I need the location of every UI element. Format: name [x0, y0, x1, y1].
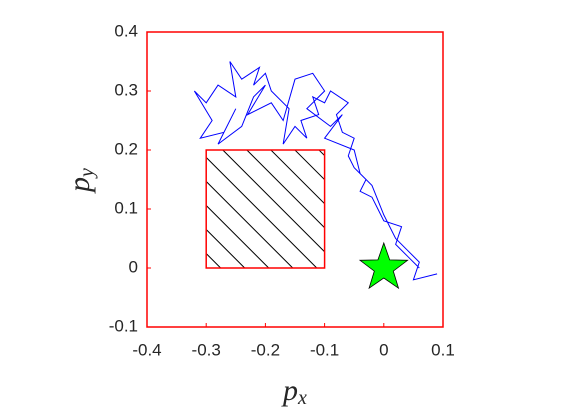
goal-star: [358, 241, 409, 290]
y-tick-label: -0.1: [109, 316, 138, 335]
x-tick-label: 0.1: [431, 340, 455, 359]
y-axis-label: py: [63, 168, 98, 194]
trajectory: [193, 61, 438, 281]
y-tick-label: 0.1: [114, 198, 138, 217]
y-tick-label: 0.4: [114, 21, 138, 40]
x-tick-label: -0.1: [310, 340, 339, 359]
x-tick-label: 0: [379, 340, 388, 359]
x-axis-label: px: [281, 374, 307, 409]
x-tick-label: -0.2: [251, 340, 280, 359]
axes-frame: [146, 31, 444, 328]
y-tick-label: 0.3: [114, 80, 138, 99]
y-tick-label: 0.2: [114, 139, 138, 158]
y-tick-label: 0: [129, 257, 138, 276]
x-tick-label: -0.4: [132, 340, 161, 359]
obstacle: [205, 149, 326, 269]
x-tick-label: -0.3: [192, 340, 221, 359]
